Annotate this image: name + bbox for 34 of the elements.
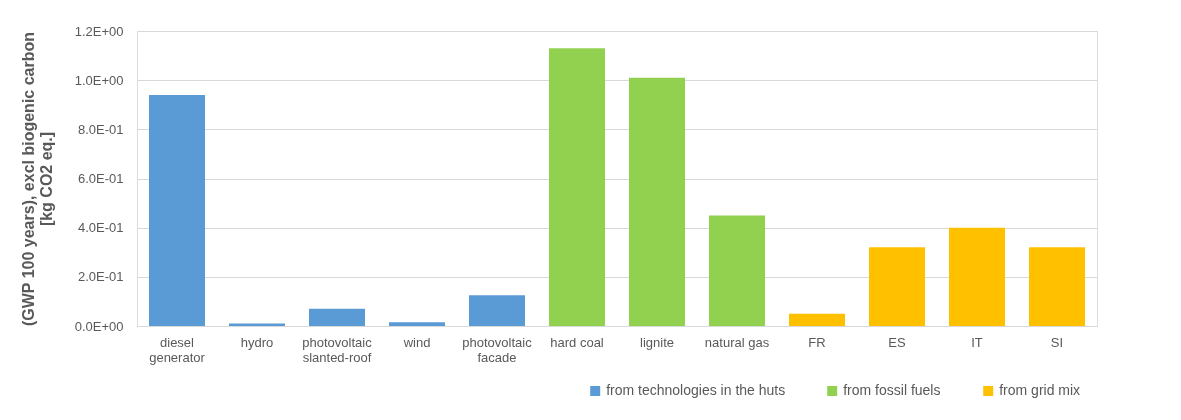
x-tick-label: photovoltaic slanted-roof [302,334,373,365]
legend-label: from fossil fuels [843,382,941,398]
bar [709,215,765,326]
legend-label: from grid mix [999,382,1081,398]
bar [629,77,685,326]
bar [389,322,445,326]
x-tick-label: SI [1050,334,1064,350]
x-tick-label: ES [888,334,906,350]
y-axis-title: (GWP 100 years), excl biogenic carbon [kg CO2 eq.] [19,31,55,327]
y-tick-label: 2.0E-01 [77,269,124,285]
bar [549,48,605,326]
x-tick-label: hard coal [550,334,604,350]
x-tick-label: hydro [240,334,274,350]
x-tick-label: wind [402,334,431,350]
bar [309,308,365,326]
y-tick-label: 4.0E-01 [77,220,124,236]
bar [949,227,1005,326]
y-tick-label: 0.0E+00 [74,318,124,334]
bar [149,94,205,326]
y-tick-label: 1.0E+00 [74,72,124,88]
x-tick-label: photovoltaic facade [462,334,533,365]
bar [1029,247,1085,326]
bar [869,247,925,326]
x-tick-label: IT [971,334,983,350]
y-tick-label: 1.2E+00 [74,23,124,39]
bar [469,295,525,326]
legend-label: from technologies in the huts [606,382,786,398]
x-tick-label: FR [808,334,826,350]
x-tick-label: lignite [640,334,674,350]
y-tick-label: 6.0E-01 [77,171,124,186]
x-tick-label: diesel generator [149,334,206,365]
y-tick-label: 8.0E-01 [77,121,124,137]
bar [789,313,845,326]
x-tick-label: natural gas [704,334,770,350]
